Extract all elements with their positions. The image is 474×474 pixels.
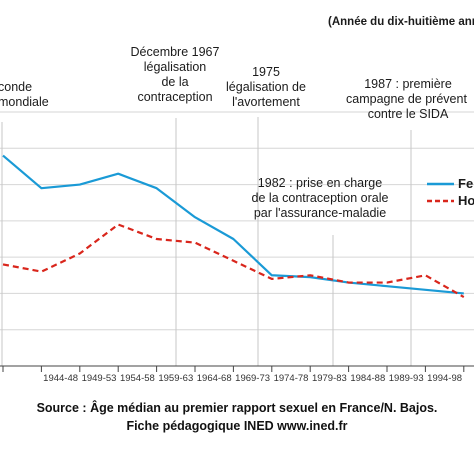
annotation-abortion: 1975 légalisation de l'avortement (223, 65, 309, 110)
legend-label-series-2: Ho (458, 193, 474, 208)
series-layer (2, 154, 465, 299)
x-tick-label: 1974-78 (274, 373, 309, 384)
x-tick-label: 1944-48 (43, 373, 78, 384)
legend-label-series-1: Fe (458, 176, 474, 191)
annotation-line: campagne de prévent (346, 92, 467, 106)
x-axis: 1944-48 1949-53 1954-58 1959-63 1964-68 1969-… (0, 365, 474, 384)
annotation-aids: 1987 : première campagne de prévent cont… (343, 77, 473, 122)
x-tick-label: 1989-93 (389, 373, 424, 384)
grid-lines (0, 111, 474, 331)
source-line-1: Source : Âge médian au premier rapport s… (36, 401, 438, 415)
annotation-line: mondiale (0, 95, 49, 109)
annotation-war: conde mondiale (0, 80, 49, 110)
annotation-line: 1987 : première (364, 77, 452, 91)
annotation-line: conde (0, 80, 33, 94)
event-marker-lines (1, 117, 412, 366)
annotation-line: 1982 : prise en charge (257, 176, 383, 190)
x-tick-label: 1964-68 (197, 373, 232, 384)
x-tick-label: 1959-63 (158, 373, 193, 384)
annotation-line: légalisation de (226, 80, 306, 94)
series-line-1 (2, 154, 464, 295)
annotation-line: 1975 (252, 65, 280, 79)
annotation-line: contre le SIDA (367, 107, 449, 121)
source-line-2: Fiche pédagogique INED www.ined.fr (126, 419, 348, 433)
x-tick-label: 1979-83 (312, 373, 347, 384)
annotation-line: légalisation (143, 60, 207, 74)
x-tick-label: 1984-88 (350, 373, 385, 384)
annotation-reimbursement: 1982 : prise en charge de la contracepti… (240, 176, 400, 221)
annotation-contraception: Décembre 1967 légalisation de la contrac… (128, 45, 222, 105)
annotation-line: Décembre 1967 (130, 45, 220, 59)
annotation-line: l'avortement (232, 95, 300, 109)
legend (427, 182, 454, 203)
x-tick-label: 1954-58 (120, 373, 155, 384)
header-note: (Année du dix-huitième anni (328, 16, 474, 28)
series-line-2 (2, 223, 465, 299)
annotation-line: contraception (137, 90, 213, 104)
annotation-line: de la contraception orale (251, 191, 389, 205)
annotation-line: de la (161, 75, 189, 89)
x-tick-label: 1949-53 (82, 373, 117, 384)
x-tick-label: 1969-73 (235, 373, 270, 384)
x-tick-label: 1994-98 (427, 373, 462, 384)
annotation-line: par l'assurance-maladie (253, 206, 387, 220)
